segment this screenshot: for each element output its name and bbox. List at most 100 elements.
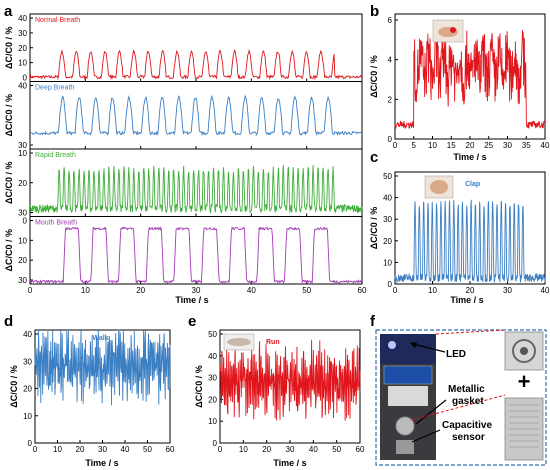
panel-a-sub2-ytick-label: 20 (18, 179, 27, 188)
panel-b-series (394, 28, 546, 130)
panel-e-ytick-label: 40 (208, 352, 217, 361)
panel-f-schematic: + LED Metallic gasket Capacitive sensor (375, 329, 547, 466)
panel-d-xtick-label: 40 (121, 445, 130, 454)
panel-b-ytick-label: 6 (388, 16, 393, 25)
panel-a-sub2-ytick-label: 10 (18, 149, 27, 158)
panel-a-sub3-ytick-label: 30 (18, 276, 27, 285)
panel-label-b: b (370, 3, 379, 20)
panel-d-chart: Time / s 0 10 20 30 40 50 60 0 10 20 30 40 ΔC/C0 / %… (9, 329, 175, 468)
led-arrowhead-icon (410, 342, 417, 348)
panel-e-ytick-label: 20 (208, 395, 217, 404)
panel-e-xlabel: Time / s (273, 458, 306, 468)
panel-a-series-0 (29, 48, 363, 81)
panel-a-sub2-ytick-label: 30 (18, 209, 27, 218)
panel-a-sub3-ytick-label: 0 (23, 217, 28, 226)
panel-a-xlabel: Time / s (175, 295, 208, 305)
panel-d-xtick-label: 50 (143, 445, 152, 454)
panel-c-chart: Time / s 0 10 20 30 40 0 10 20 30 40 50 ΔC/C0 / % Cl… (369, 171, 550, 305)
panel-e-xtick-label: 40 (309, 445, 318, 454)
panel-a-sub3-xtick-label: 20 (136, 286, 145, 295)
led-glow-icon (388, 341, 396, 349)
gasket-label-line2: gasket (452, 396, 484, 407)
panel-d-label: Walk (93, 335, 109, 342)
panel-e-label: Run (266, 339, 280, 346)
panel-a-sub2-ylabel: ΔC/C0 / % (4, 162, 14, 204)
panel-a-sub1-ylabel: ΔC/C0 / % (4, 94, 14, 136)
sensor-closeup-pattern-icon (509, 404, 539, 448)
circuit-board-icon (383, 365, 433, 385)
panel-c-xtick-label: 30 (503, 286, 512, 295)
panel-a-sub3-xtick-label: 10 (81, 286, 90, 295)
panel-d-xtick-label: 60 (166, 445, 175, 454)
panel-b-xtick-label: 0 (393, 141, 398, 150)
sensor-label-line2: sensor (452, 432, 485, 443)
panel-d-xtick-label: 30 (98, 445, 107, 454)
panel-b-xtick-label: 25 (484, 141, 493, 150)
panel-b-xtick-label: 40 (541, 141, 550, 150)
panel-b-xlabel: Time / s (453, 152, 486, 162)
panel-a-sub1-ytick-label: 40 (18, 82, 27, 91)
panel-d-xtick-label: 0 (33, 445, 38, 454)
plus-sign: + (518, 369, 531, 394)
panel-a-sub3-xtick-label: 40 (247, 286, 256, 295)
panel-d-xtick-label: 20 (76, 445, 85, 454)
sensor-pointer-icon (411, 429, 441, 443)
panel-b-xtick-label: 20 (466, 141, 475, 150)
battery-icon (388, 386, 428, 406)
panel-label-f: f (370, 313, 376, 330)
panel-a-series-label-0: Normal Breath (35, 17, 80, 24)
gasket-label-line1: Metallic (448, 384, 485, 395)
panel-e-chart: Time / s 0 10 20 30 40 50 60 0 10 20 30 40 50 ΔC/C0 /… (194, 329, 365, 468)
panel-a-sub0-ytick-label: 20 (18, 44, 27, 53)
panel-a-sub3-ylabel: ΔC/C0 / % (4, 229, 14, 271)
panel-c-xtick-label: 10 (428, 286, 437, 295)
panel-c-xlabel: Time / s (450, 295, 483, 305)
panel-e-shoe-icon (227, 338, 251, 346)
panel-c-ylabel: ΔC/C0 / % (369, 207, 379, 249)
panel-e-ytick-label: 30 (208, 374, 217, 383)
panel-e-xtick-label: 50 (332, 445, 341, 454)
panel-b-ylabel: ΔC/C0 / % (369, 55, 379, 97)
panel-b-ytick-label: 2 (388, 95, 393, 104)
panel-b-sensor-icon (450, 27, 456, 33)
panel-a-sub3-xtick-label: 60 (358, 286, 367, 295)
panel-d-ylabel: ΔC/C0 / % (9, 365, 19, 407)
panel-c-xtick-label: 0 (393, 286, 398, 295)
panel-a-sub0-ylabel: ΔC/C0 / % (4, 27, 14, 69)
panel-a-sub1-frame (29, 81, 363, 150)
panel-a-sub3-xtick-label: 30 (192, 286, 201, 295)
panel-b-xtick-label: 5 (412, 141, 417, 150)
panel-e-xtick-label: 0 (218, 445, 223, 454)
sensor-photo-icon (396, 440, 414, 454)
panel-b-xtick-label: 35 (522, 141, 531, 150)
panel-c-hand-icon (430, 180, 448, 194)
panel-a-sub3-ytick-label: 20 (18, 256, 27, 265)
panel-c-ytick-label: 50 (383, 172, 392, 181)
panel-e-xtick-label: 30 (286, 445, 295, 454)
panel-a-sub0-ytick-label: 10 (18, 59, 27, 68)
gasket-pointer-icon (415, 399, 447, 425)
panel-a-sub3-xtick-label: 50 (302, 286, 311, 295)
panel-b-ytick-label: 4 (388, 56, 393, 65)
led-label: LED (446, 349, 466, 360)
sensor-label-line1: Capacitive (442, 420, 492, 431)
panel-d-ytick-label: 10 (23, 412, 32, 421)
panel-label-c: c (370, 149, 378, 166)
panel-b-xtick-label: 10 (428, 141, 437, 150)
gasket-photo-icon (395, 416, 415, 436)
panel-a-sub3-ytick-label: 10 (18, 236, 27, 245)
panel-a-sub1-ytick-label: 30 (18, 141, 27, 150)
panel-a-sub0-ytick-label: 40 (18, 14, 27, 23)
panel-a-sub0-ytick-label: 30 (18, 29, 27, 38)
panel-c-ytick-label: 40 (383, 194, 392, 203)
panel-b-chart: Time / s 0 5 10 15 20 25 30 35 40 0 2 4 6 ΔC/C0 / % (369, 13, 550, 162)
panel-a-series-label-3: Mouth Breath (35, 220, 77, 227)
panel-d-ytick-label: 0 (28, 439, 33, 448)
gasket-closeup-hole-icon (520, 347, 528, 355)
panel-d-ytick-label: 40 (23, 330, 32, 339)
panel-a-series-3 (29, 225, 363, 285)
panel-c-xtick-label: 40 (541, 286, 550, 295)
panel-a-series-2 (29, 165, 363, 214)
device-photo-top (380, 334, 436, 364)
